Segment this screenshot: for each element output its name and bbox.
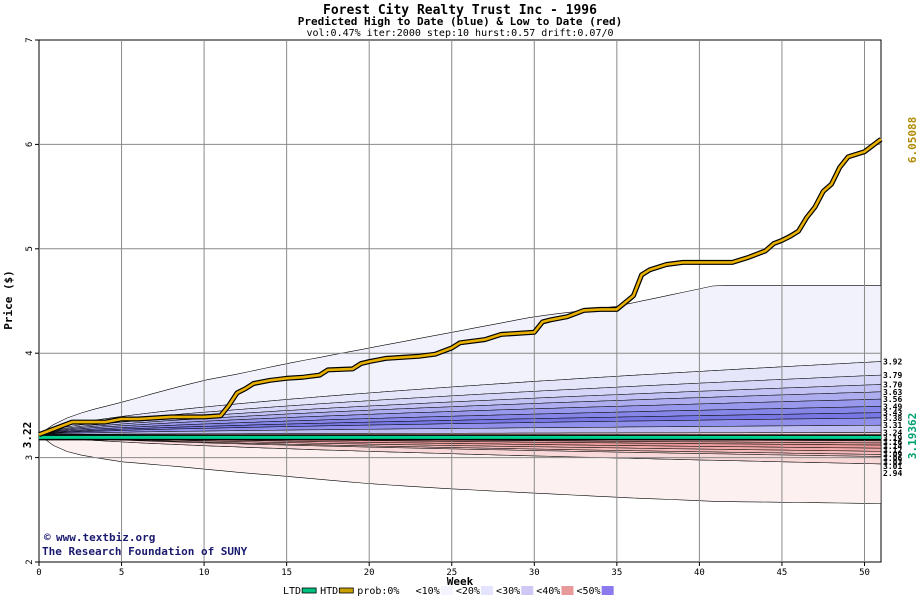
low-band-label-1: 3.19 <box>883 434 902 443</box>
simulation-params: vol:0.47% iter:2000 step:10 hurst:0.57 d… <box>306 28 613 39</box>
low-band-label-7: 3.03 <box>883 458 902 467</box>
low-band-label-5: 3.09 <box>883 450 902 459</box>
y-tick-label-2: 2 <box>25 559 35 564</box>
legend-label-3: <10% <box>416 586 440 597</box>
y-axis-label: Price ($) <box>2 270 15 330</box>
high-band-label-7: 3.38 <box>883 414 902 423</box>
legend-swatch-4 <box>481 586 494 595</box>
x-tick-label-10: 10 <box>199 568 210 578</box>
x-axis-label: Week <box>447 575 474 588</box>
high-band-label-6: 3.43 <box>883 409 902 418</box>
low-band-label-2: 3.16 <box>883 438 902 447</box>
low-band-label-3: 3.14 <box>883 442 902 451</box>
high-band-label-1: 3.79 <box>883 371 902 380</box>
legend-label-7: <50% <box>576 586 600 597</box>
high-band-label-2: 3.70 <box>883 381 902 390</box>
legend-swatch-1 <box>338 587 354 594</box>
high-band-label-3: 3.63 <box>883 388 902 397</box>
legend-label-0: LTD <box>283 586 301 597</box>
low-band-label-4: 3.12 <box>883 446 902 455</box>
ltd-end-value: 3.19362 <box>906 413 919 459</box>
legend-swatch-6 <box>561 586 574 595</box>
x-tick-label-25: 25 <box>446 568 457 578</box>
high-band-label-4: 3.56 <box>883 395 902 404</box>
x-tick-label-0: 0 <box>36 568 41 578</box>
legend-swatch-0 <box>301 587 317 594</box>
x-tick-label-30: 30 <box>529 568 540 578</box>
high-band-label-5: 3.49 <box>883 402 902 411</box>
low-band-label-8: 3.01 <box>883 462 902 471</box>
y-tick-label-3: 3 <box>25 455 35 460</box>
x-tick-label-15: 15 <box>281 568 292 578</box>
series-group <box>38 137 883 441</box>
band-value-labels: 3.92 3.793.703.633.563.493.433.383.313.24… <box>883 358 902 478</box>
x-tick-label-20: 20 <box>364 568 375 578</box>
grid-lines <box>39 40 881 562</box>
legend-label-6: <40% <box>536 586 560 597</box>
chart-title: Forest City Realty Trust Inc - 1996 <box>323 3 597 18</box>
low-band-label-0: 3.24 <box>883 429 902 438</box>
credit-line-2: The Research Foundation of SUNY <box>42 545 248 558</box>
start-price-label: 3.22 <box>21 422 34 449</box>
legend-swatch-7 <box>601 586 614 595</box>
x-tick-label-5: 5 <box>119 568 124 578</box>
low-band-label-9: 2.94 <box>883 469 902 478</box>
y-tick-label-7: 7 <box>25 37 35 42</box>
legend-swatch-5 <box>521 586 534 595</box>
high-band-label-0: 3.92 <box>883 358 902 367</box>
legend-label-1: HTD <box>320 586 338 597</box>
legend-label-4: <20% <box>456 586 480 597</box>
legend-label-2: prob:0% <box>357 586 399 597</box>
y-tick-label-6: 6 <box>25 142 35 147</box>
legend-swatch-2 <box>400 585 413 596</box>
low-band-label-6: 3.06 <box>883 454 902 463</box>
chart-subtitle: Predicted High to Date (blue) & Low to D… <box>298 15 623 28</box>
probability-bands <box>38 285 882 504</box>
legend-swatch-3 <box>440 586 453 595</box>
x-tick-label-45: 45 <box>777 568 788 578</box>
x-tick-label-50: 50 <box>859 568 870 578</box>
x-tick-label-40: 40 <box>694 568 705 578</box>
legend-label-5: <30% <box>496 586 520 597</box>
high-band-label-8: 3.31 <box>883 421 902 430</box>
credit-line-1: www.textbiz.org <box>56 531 155 544</box>
band-lower-8 <box>38 434 882 465</box>
legend: LTD HTD prob:0% <10% <20% <30% <40% <50% <box>283 585 614 597</box>
y-tick-label-4: 4 <box>25 350 35 355</box>
x-tick-label-35: 35 <box>611 568 622 578</box>
htd-end-value: 6.05088 <box>906 117 919 163</box>
credit-copyright-icon: © <box>44 531 51 544</box>
y-tick-label-5: 5 <box>25 246 35 251</box>
htd-line <box>38 138 882 436</box>
